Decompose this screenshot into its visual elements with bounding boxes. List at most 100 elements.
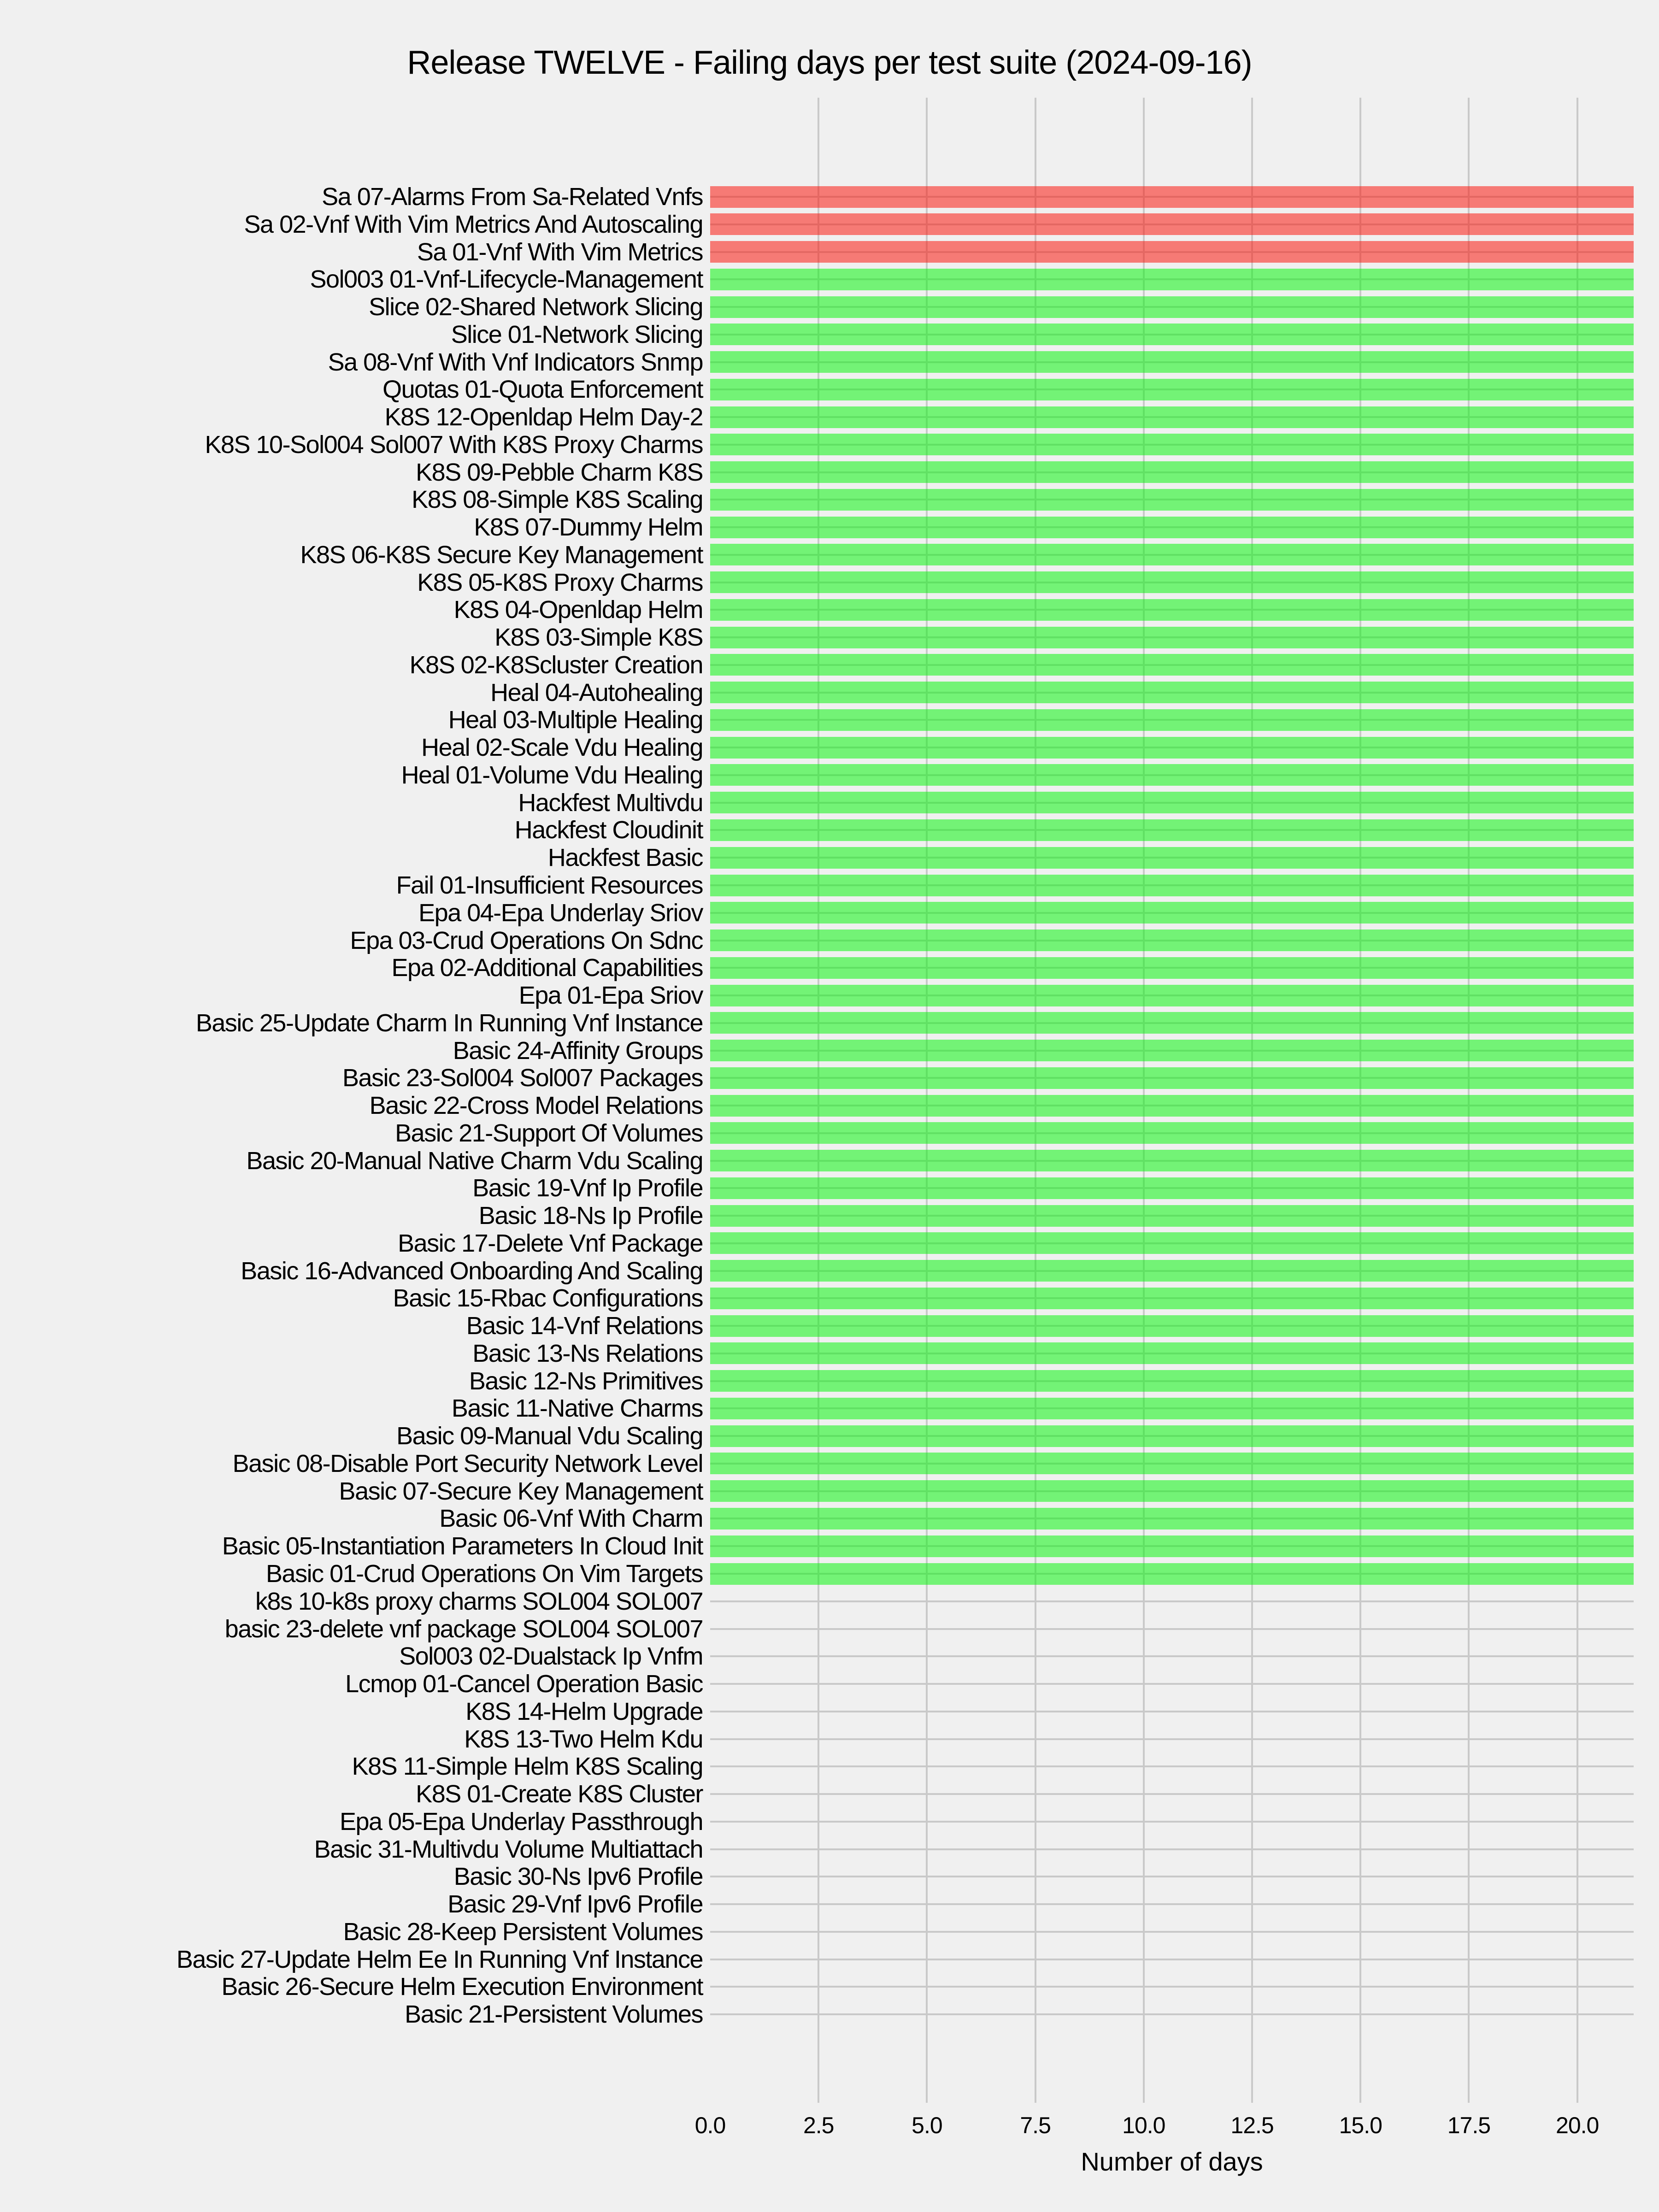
chart-title: Release TWELVE - Failing days per test s… (407, 44, 1252, 81)
gridline-horizontal (710, 1986, 1634, 1988)
bar (710, 296, 1634, 318)
bar (710, 1205, 1634, 1227)
y-tick-label: Sa 02-Vnf With Vim Metrics And Autoscali… (244, 210, 704, 238)
bar (710, 1012, 1634, 1034)
y-tick-label: Fail 01-Insufficient Resources (396, 871, 704, 899)
y-tick-label: Basic 31-Multivdu Volume Multiattach (314, 1835, 704, 1863)
gridline-horizontal (710, 1793, 1634, 1795)
bar (710, 1397, 1634, 1419)
y-tick-label: Basic 30-Ns Ipv6 Profile (453, 1863, 704, 1891)
y-tick-label: K8S 13-Two Helm Kdu (464, 1725, 703, 1753)
bar (710, 1453, 1634, 1475)
y-tick-label: K8S 03-Simple K8S (494, 624, 703, 652)
x-tick-label: 2.5 (803, 2112, 835, 2138)
x-tick-label: 7.5 (1020, 2112, 1051, 2138)
bar (710, 434, 1634, 456)
gridline-horizontal (710, 1628, 1634, 1630)
bar (710, 599, 1634, 621)
bar (710, 1040, 1634, 1062)
bar (710, 213, 1634, 235)
bar (710, 1260, 1634, 1282)
x-axis-ticks: 0.0 2.5 5.0 7.5 10.0 12.5 15.0 17.5 20.0 (695, 2111, 1634, 2140)
y-tick-label: Heal 01-Volume Vdu Healing (401, 761, 704, 789)
y-tick-label: Heal 03-Multiple Healing (448, 706, 704, 734)
x-tick-label: 10.0 (1122, 2112, 1165, 2138)
x-tick-label: 20.0 (1556, 2112, 1599, 2138)
bar (710, 544, 1634, 566)
bar (710, 1094, 1634, 1117)
y-tick-label: basic 23-delete vnf package SOL004 SOL00… (224, 1615, 704, 1643)
y-tick-label: K8S 05-K8S Proxy Charms (417, 568, 703, 596)
bar (710, 709, 1634, 731)
y-tick-label: Hackfest Cloudinit (514, 816, 704, 844)
y-tick-label: K8S 08-Simple K8S Scaling (412, 486, 703, 514)
bar (710, 186, 1634, 208)
y-tick-label: Quotas 01-Quota Enforcement (382, 376, 703, 404)
bar (710, 351, 1634, 373)
bar (710, 268, 1634, 290)
y-tick-label: Slice 01-Network Slicing (451, 320, 704, 348)
y-tick-label: Basic 26-Secure Helm Execution Environme… (221, 1973, 703, 2001)
gridline-horizontal (710, 1903, 1634, 1906)
bar (710, 1067, 1634, 1089)
y-tick-label: Basic 21-Support Of Volumes (395, 1119, 703, 1147)
gridline-horizontal (710, 1738, 1634, 1740)
y-tick-label: K8S 10-Sol004 Sol007 With K8S Proxy Char… (205, 430, 703, 459)
bar (710, 654, 1634, 676)
bar (710, 682, 1634, 704)
bar (710, 1342, 1634, 1365)
bar (710, 378, 1634, 400)
bar (710, 516, 1634, 538)
y-tick-label: K8S 14-Helm Upgrade (465, 1697, 703, 1725)
y-tick-label: Basic 12-Ns Primitives (469, 1367, 704, 1395)
y-tick-label: Basic 13-Ns Relations (472, 1339, 703, 1367)
bar (710, 792, 1634, 814)
y-tick-label: Basic 22-Cross Model Relations (369, 1092, 704, 1120)
y-tick-label: Basic 27-Update Helm Ee In Running Vnf I… (176, 1945, 704, 1973)
gridline-horizontal (710, 2013, 1634, 2016)
gridline-horizontal (710, 1765, 1634, 1768)
bar (710, 957, 1634, 979)
y-tick-label: Basic 11-Native Charms (451, 1394, 704, 1423)
y-tick-label: Basic 20-Manual Native Charm Vdu Scaling (246, 1147, 704, 1175)
y-tick-label: Hackfest Basic (547, 844, 704, 872)
plot-area (710, 98, 1634, 2103)
y-tick-label: Basic 17-Delete Vnf Package (398, 1229, 703, 1257)
gridline-horizontal (710, 1848, 1634, 1850)
bar (710, 1232, 1634, 1254)
y-tick-label: Basic 15-Rbac Configurations (393, 1284, 704, 1312)
y-tick-label: Epa 02-Additional Capabilities (391, 954, 704, 982)
bar (710, 1315, 1634, 1337)
y-tick-label: Basic 19-Vnf Ip Profile (472, 1174, 703, 1202)
bar (710, 241, 1634, 263)
bar (710, 1563, 1634, 1585)
bar (710, 819, 1634, 841)
bar (710, 902, 1634, 924)
bar (710, 626, 1634, 648)
x-tick-label: 17.5 (1447, 2112, 1491, 2138)
gridline-horizontal (710, 1930, 1634, 1933)
y-tick-label: Basic 29-Vnf Ipv6 Profile (447, 1890, 703, 1918)
y-tick-label: Basic 24-Affinity Groups (453, 1036, 704, 1065)
bar (710, 736, 1634, 759)
x-tick-label: 12.5 (1230, 2112, 1274, 2138)
y-tick-label: Epa 01-Epa Sriov (518, 982, 704, 1010)
y-tick-label: K8S 11-Simple Helm K8S Scaling (352, 1753, 704, 1781)
y-tick-label: Basic 28-Keep Persistent Volumes (343, 1918, 704, 1946)
bar (710, 1507, 1634, 1530)
y-tick-label: Basic 16-Advanced Onboarding And Scaling (241, 1257, 703, 1285)
x-tick-label: 5.0 (912, 2112, 943, 2138)
y-tick-label: Heal 02-Scale Vdu Healing (421, 734, 703, 762)
y-tick-label: Hackfest Multivdu (518, 788, 703, 817)
y-tick-label: Basic 08-Disable Port Security Network L… (232, 1449, 704, 1477)
gridline-horizontal (710, 1876, 1634, 1878)
y-tick-label: Epa 05-Epa Underlay Passthrough (339, 1807, 704, 1835)
y-tick-label: Sol003 01-Vnf-Lifecycle-Management (310, 265, 704, 294)
y-axis-labels: Sa 07-Alarms From Sa-Related Vnfs Sa 02-V… (0, 98, 704, 2103)
y-tick-label: K8S 01-Create K8S Cluster (416, 1780, 703, 1808)
y-tick-label: Epa 03-Crud Operations On Sdnc (350, 926, 704, 954)
bar (710, 324, 1634, 346)
bar (710, 571, 1634, 594)
bar (710, 1177, 1634, 1199)
